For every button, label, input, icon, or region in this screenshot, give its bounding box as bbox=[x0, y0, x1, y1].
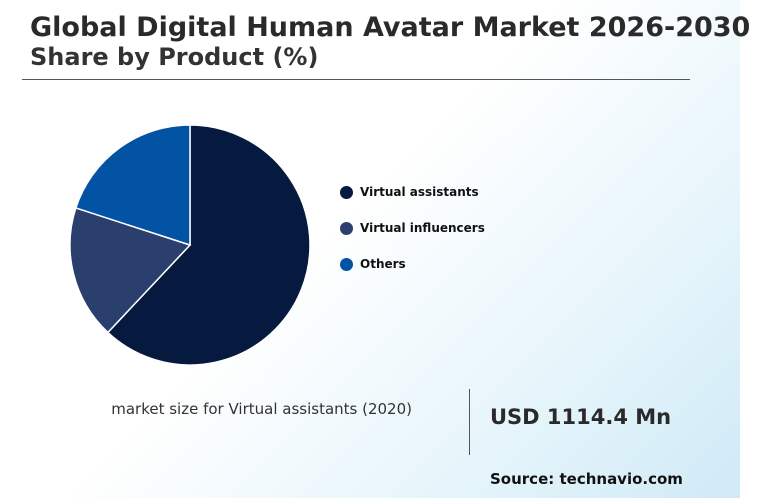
title-divider bbox=[22, 79, 690, 80]
legend-label: Virtual assistants bbox=[360, 185, 479, 199]
metric-value: USD 1114.4 Mn bbox=[490, 405, 672, 429]
pie-chart bbox=[69, 124, 311, 366]
metric-divider bbox=[469, 389, 470, 455]
metric-label: market size for Virtual assistants (2020… bbox=[111, 400, 412, 418]
legend-item-virtual-assistants: Virtual assistants bbox=[340, 174, 485, 210]
legend-swatch-virtual-influencers bbox=[340, 221, 353, 235]
pie-slice-virtual-assistants bbox=[106, 124, 311, 366]
legend-item-virtual-influencers: Virtual influencers bbox=[340, 210, 485, 246]
legend: Virtual assistants Virtual influencers O… bbox=[340, 174, 485, 282]
legend-item-others: Others bbox=[340, 246, 485, 282]
legend-swatch-virtual-assistants bbox=[340, 185, 353, 199]
chart-panel: Global Digital Human Avatar Market 2026-… bbox=[0, 0, 750, 498]
chart-subtitle: Share by Product (%) bbox=[30, 43, 319, 71]
chart-title: Global Digital Human Avatar Market 2026-… bbox=[30, 12, 751, 43]
pie-slice-others bbox=[74, 124, 191, 247]
legend-swatch-others bbox=[340, 257, 353, 271]
legend-label: Others bbox=[360, 257, 406, 271]
source-credit: Source: technavio.com bbox=[490, 470, 683, 488]
pie-slice-virtual-influencers bbox=[69, 206, 192, 334]
legend-label: Virtual influencers bbox=[360, 221, 485, 235]
